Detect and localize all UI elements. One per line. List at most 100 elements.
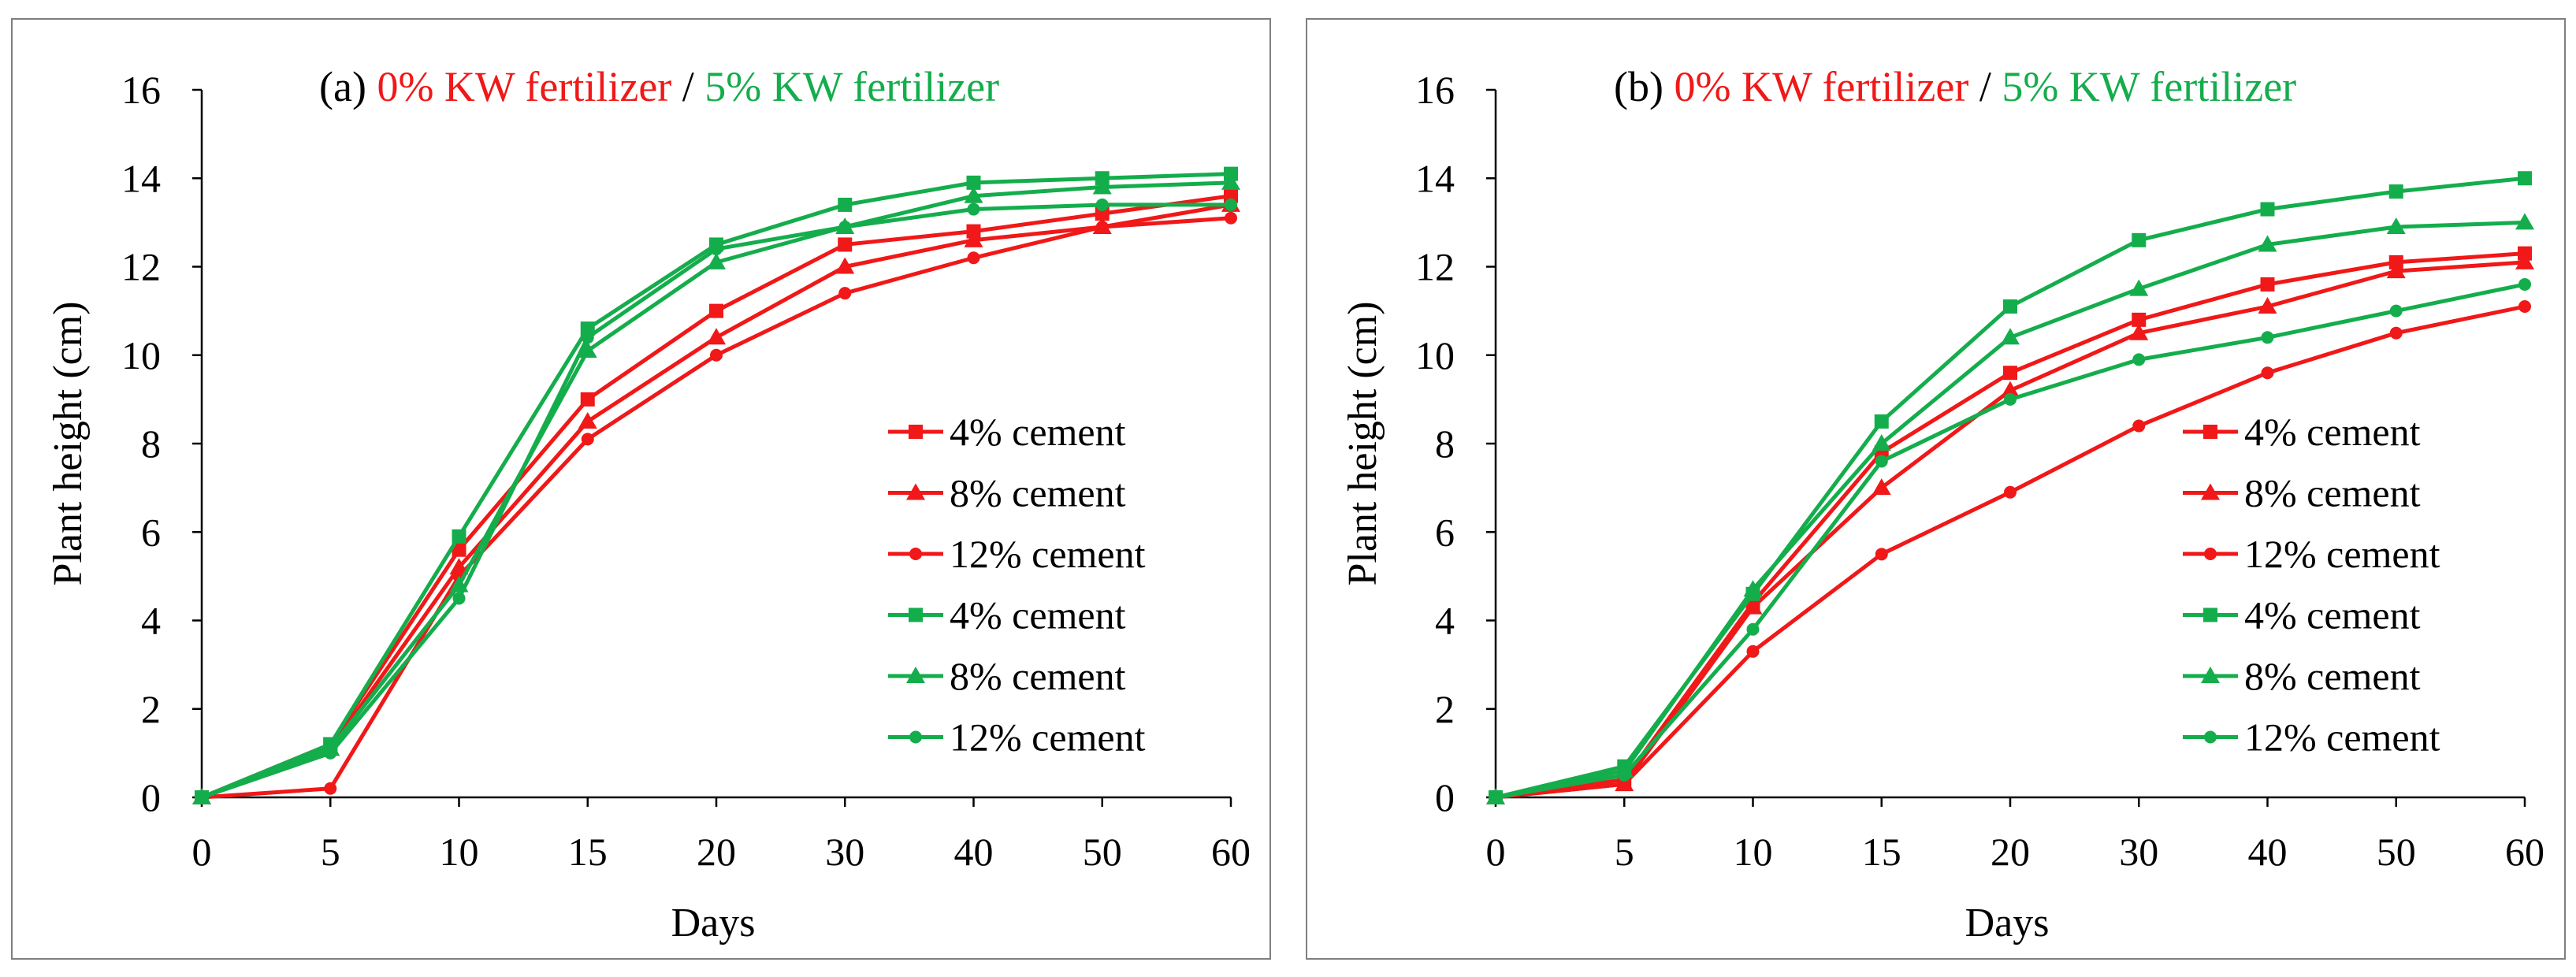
data-point (1874, 414, 1889, 429)
data-point (964, 230, 983, 247)
data-point (1095, 198, 1109, 211)
data-point (2001, 381, 2020, 398)
y-tick-label: 16 (1415, 68, 1455, 112)
legend-label: 12% cement (950, 532, 1146, 576)
legend-label: 12% cement (950, 715, 1146, 760)
data-point (1225, 198, 1237, 211)
data-point (580, 392, 595, 407)
x-tick-label: 0 (1486, 830, 1506, 874)
data-point (581, 433, 594, 446)
x-tick-label: 50 (1083, 830, 1122, 874)
data-point (2518, 300, 2531, 314)
title-red-part: 0% KW fertilizer (377, 63, 671, 110)
y-tick-label: 4 (1435, 599, 1455, 643)
legend-item: 8% cement (2183, 471, 2421, 515)
chart-panel-a: 0 2 4 6 8 10 12 14 16 0 5 10 15 20 30 40 50 60 Days Plant h… (11, 18, 1271, 960)
legend-marker (2204, 548, 2217, 560)
title-green-part: 5% KW fertilizer (2002, 63, 2296, 110)
data-point (710, 348, 723, 362)
legend-marker (2201, 483, 2220, 500)
x-tick-label: 5 (321, 830, 340, 874)
data-point (581, 331, 594, 344)
data-point (2389, 326, 2403, 340)
chart-title: (a) 0% KW fertilizer / 5% KW fertilizer (319, 63, 999, 110)
data-point (1618, 778, 1631, 791)
data-point (1746, 645, 1760, 658)
data-point (324, 782, 337, 795)
data-point (1872, 478, 1891, 496)
data-point (1092, 177, 1112, 195)
legend-label: 12% cement (2244, 532, 2440, 576)
data-point (452, 542, 467, 557)
data-point (838, 220, 852, 233)
data-point (964, 186, 983, 203)
y-tick-label: 10 (1415, 333, 1455, 377)
data-point (1221, 173, 1240, 190)
x-tick-label: 10 (1734, 830, 1773, 874)
legend-item: 8% cement (888, 654, 1126, 698)
title-prefix: (b) (1614, 63, 1674, 110)
x-tick-label: 30 (825, 830, 864, 874)
data-point (709, 303, 723, 318)
y-tick-label: 12 (1415, 245, 1455, 289)
data-point (2386, 217, 2406, 234)
y-tick-label: 10 (121, 333, 161, 377)
data-point (2261, 331, 2274, 344)
data-point (967, 251, 980, 265)
data-point (1875, 548, 1888, 561)
data-point (195, 791, 208, 804)
data-point (707, 328, 726, 345)
legend-label: 4% cement (950, 410, 1126, 454)
data-point (578, 411, 597, 429)
x-tick-label: 40 (954, 830, 994, 874)
chart-panel-b: 0 2 4 6 8 10 12 14 16 0 5 10 15 20 30 40 50 60 Days Plant h… (1306, 18, 2566, 960)
legend-label: 8% cement (950, 654, 1126, 698)
x-tick-label: 40 (2248, 830, 2288, 874)
x-tick-label: 50 (2377, 830, 2416, 874)
data-point (2132, 419, 2146, 433)
x-axis-label: Days (671, 901, 756, 945)
legend-label: 12% cement (2244, 715, 2440, 760)
legend-item: 12% cement (888, 715, 1146, 760)
y-tick-label: 8 (141, 422, 161, 466)
y-tick-label: 8 (1435, 422, 1455, 466)
y-tick-label: 16 (121, 68, 161, 112)
legend-marker (906, 667, 925, 683)
data-point (707, 252, 726, 269)
data-point (2261, 366, 2274, 380)
data-point (835, 257, 855, 274)
legend-item: 4% cement (888, 410, 1126, 454)
chart-frame (11, 18, 1271, 960)
y-tick-label: 4 (141, 599, 161, 643)
data-point (580, 321, 595, 336)
data-point (1618, 768, 1631, 782)
legend-marker (2203, 425, 2217, 439)
legend-marker (909, 607, 923, 622)
data-point (452, 592, 466, 605)
chart-frame (1306, 18, 2566, 960)
x-tick-label: 20 (1991, 830, 2030, 874)
legend-label: 4% cement (2244, 410, 2421, 454)
legend-marker (2203, 607, 2217, 622)
data-point (2004, 392, 2017, 406)
legend-item: 4% cement (2183, 410, 2421, 454)
title-separator: / (671, 63, 704, 110)
data-point (2003, 366, 2017, 381)
y-tick-label: 2 (141, 687, 161, 731)
x-tick-label: 60 (1211, 830, 1251, 874)
data-point (452, 529, 467, 544)
series-green-circle (1489, 277, 2531, 804)
data-point (2001, 328, 2020, 345)
x-axis-label: Days (1965, 901, 2050, 945)
data-point (2518, 171, 2532, 186)
x-tick-label: 20 (697, 830, 736, 874)
data-point (838, 237, 853, 252)
data-point (2003, 299, 2017, 314)
data-point (2129, 279, 2149, 296)
y-tick-label: 6 (141, 510, 161, 554)
data-point (2515, 213, 2534, 230)
series-green-circle (195, 198, 1237, 804)
data-point (2132, 353, 2146, 366)
y-tick-label: 0 (1435, 775, 1455, 819)
